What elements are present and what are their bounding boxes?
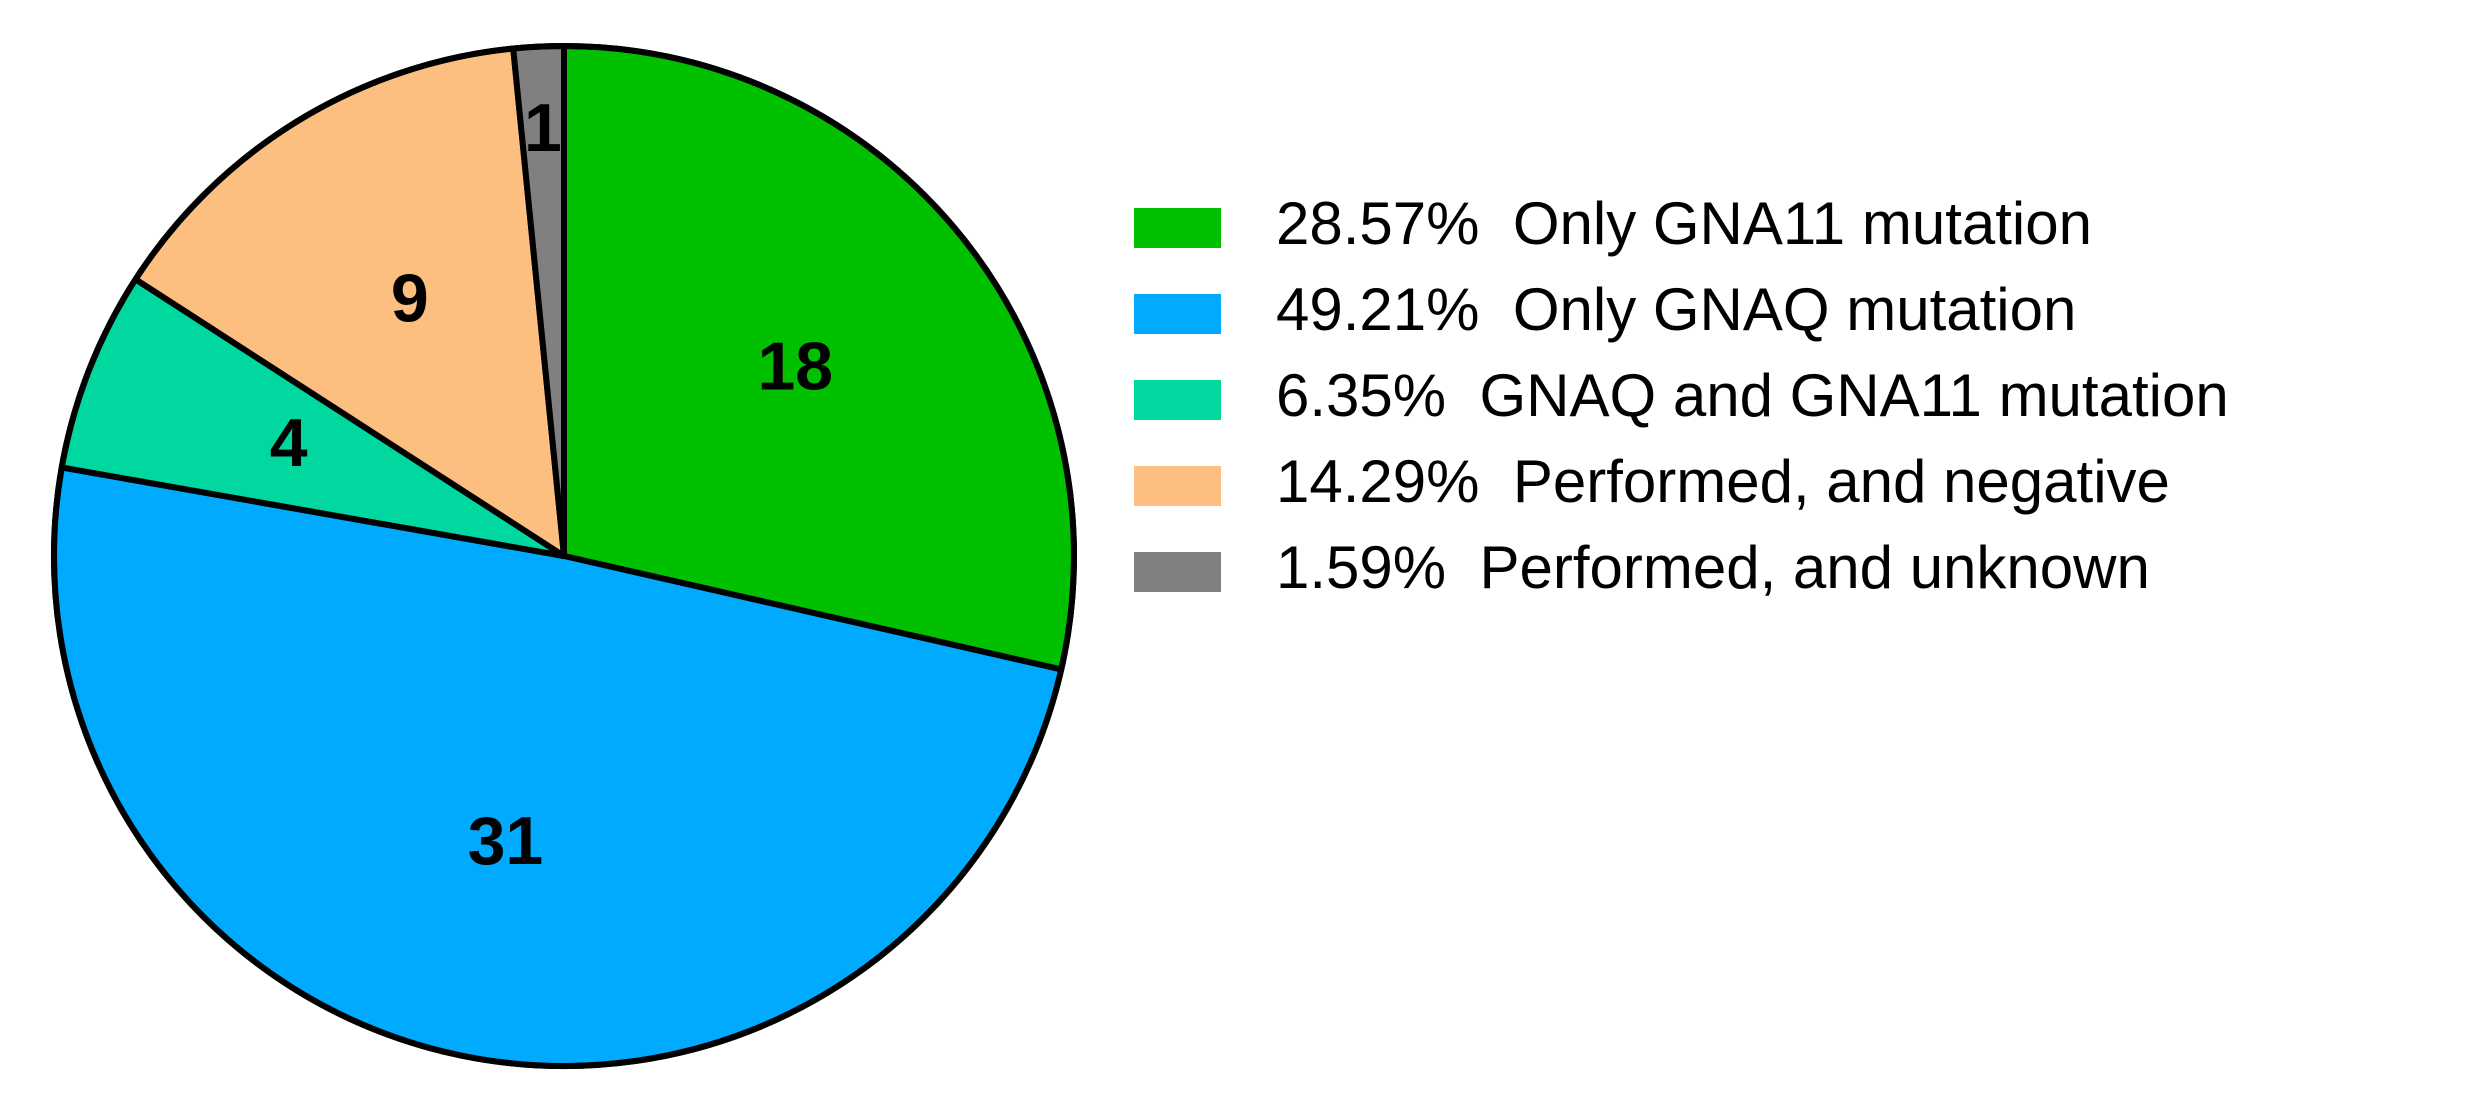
legend-swatch	[1134, 380, 1221, 420]
legend-label: 1.59% Performed, and unknown	[1276, 534, 2150, 601]
legend-swatch	[1134, 208, 1221, 248]
data-label: 4	[270, 405, 308, 481]
legend-label: 6.35% GNAQ and GNA11 mutation	[1276, 362, 2229, 429]
legend-label: 14.29% Performed, and negative	[1276, 448, 2170, 515]
legend-swatch	[1134, 552, 1221, 592]
data-label: 1	[524, 90, 562, 166]
legend-label: 28.57% Only GNA11 mutation	[1276, 190, 2092, 257]
pie-outline	[51, 43, 1077, 1069]
legend-label: 49.21% Only GNAQ mutation	[1276, 276, 2076, 343]
data-label: 9	[391, 261, 429, 337]
data-label: 31	[468, 803, 544, 879]
legend-swatch	[1134, 466, 1221, 506]
legend-swatch	[1134, 294, 1221, 334]
data-label: 18	[757, 329, 833, 405]
